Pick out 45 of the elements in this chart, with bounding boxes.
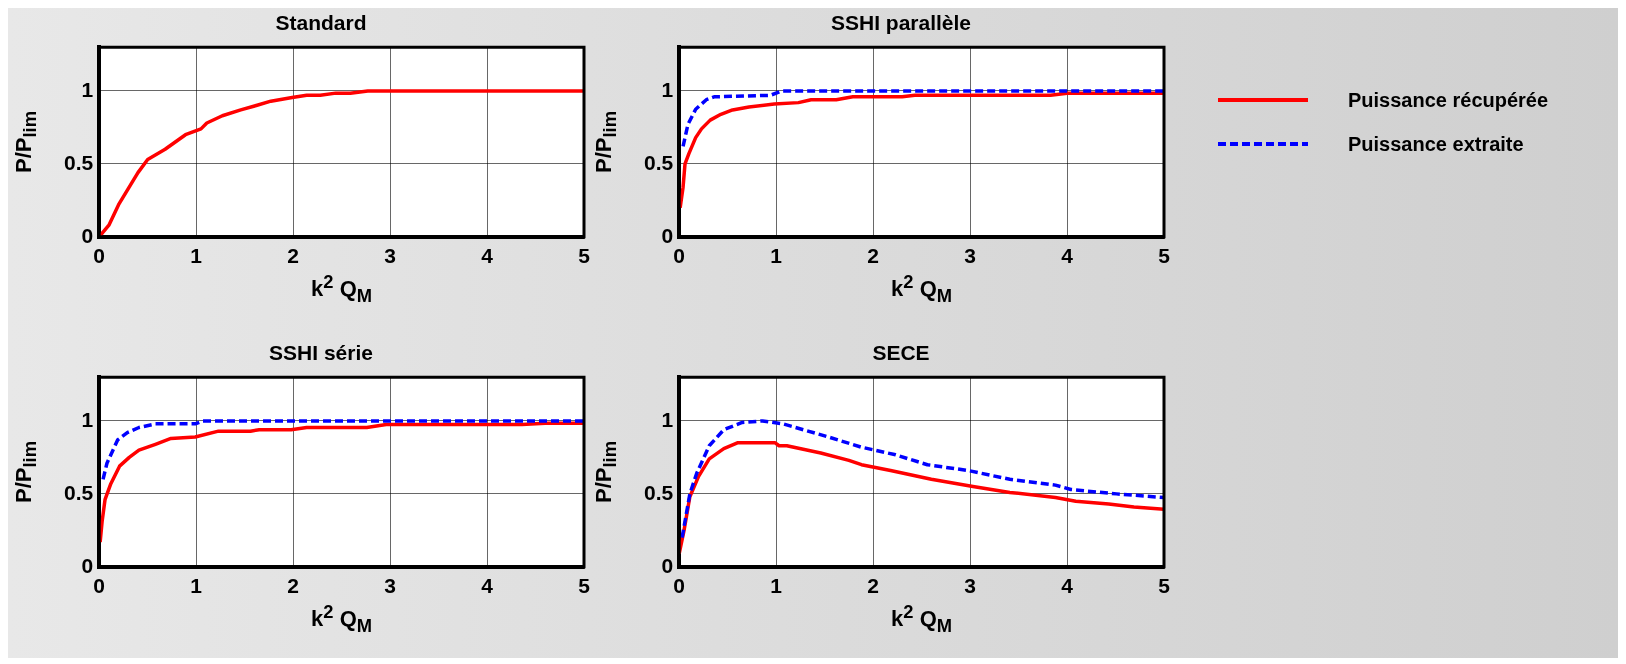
x-tick-label: 3	[964, 244, 976, 268]
chart-title: SSHI parallèle	[830, 11, 972, 35]
x-tick-label: 5	[1158, 244, 1171, 268]
x-tick-label: 2	[867, 244, 879, 268]
chart-title: SECE	[872, 341, 930, 365]
line-series	[101, 419, 584, 482]
x-axis-title: k$^{2}$ Q$_{M}$	[890, 270, 954, 307]
x-tick-label: 4	[481, 244, 494, 268]
legend-label: Puissance récupérée	[1348, 88, 1549, 112]
y-tick-label: 0.5	[643, 150, 674, 174]
x-axis-title: k$^{2}$ Q$_{M}$	[890, 600, 954, 637]
legend-label: Puissance extraite	[1348, 132, 1524, 156]
x-tick-label: 3	[964, 574, 976, 598]
x-tick-label: 5	[1158, 574, 1171, 598]
y-tick-label: 1	[81, 407, 94, 431]
x-tick-label: 5	[578, 244, 591, 268]
x-tick-label: 2	[287, 574, 299, 598]
line-series	[680, 419, 1164, 540]
x-tick-label: 4	[1061, 244, 1074, 268]
x-axis-title: k$^{2}$ Q$_{M}$	[310, 600, 374, 637]
y-tick-label: 0	[81, 223, 94, 247]
y-tick-label: 1	[81, 77, 94, 101]
x-tick-label: 3	[384, 244, 396, 268]
y-tick-label: 0.5	[63, 150, 94, 174]
x-tick-label: 1	[770, 574, 783, 598]
line-series	[681, 89, 1164, 149]
chart-title: SSHI série	[269, 341, 373, 365]
y-tick-label: 1	[661, 77, 674, 101]
chart-title: Standard	[275, 11, 367, 35]
x-tick-label: 2	[287, 244, 299, 268]
x-tick-label: 5	[578, 574, 591, 598]
x-tick-label: 1	[190, 244, 203, 268]
x-tick-label: 1	[770, 244, 783, 268]
y-tick-label: 0.5	[643, 480, 674, 504]
x-tick-label: 4	[1061, 574, 1074, 598]
x-tick-label: 3	[384, 574, 396, 598]
x-tick-label: 1	[190, 574, 203, 598]
y-tick-label: 0	[81, 553, 94, 577]
x-tick-label: 4	[481, 574, 494, 598]
x-axis-title: k$^{2}$ Q$_{M}$	[310, 270, 374, 307]
y-tick-label: 0	[661, 223, 674, 247]
x-tick-label: 2	[867, 574, 879, 598]
y-tick-label: 0.5	[63, 480, 94, 504]
y-tick-label: 1	[661, 407, 674, 431]
y-tick-label: 0	[661, 553, 674, 577]
